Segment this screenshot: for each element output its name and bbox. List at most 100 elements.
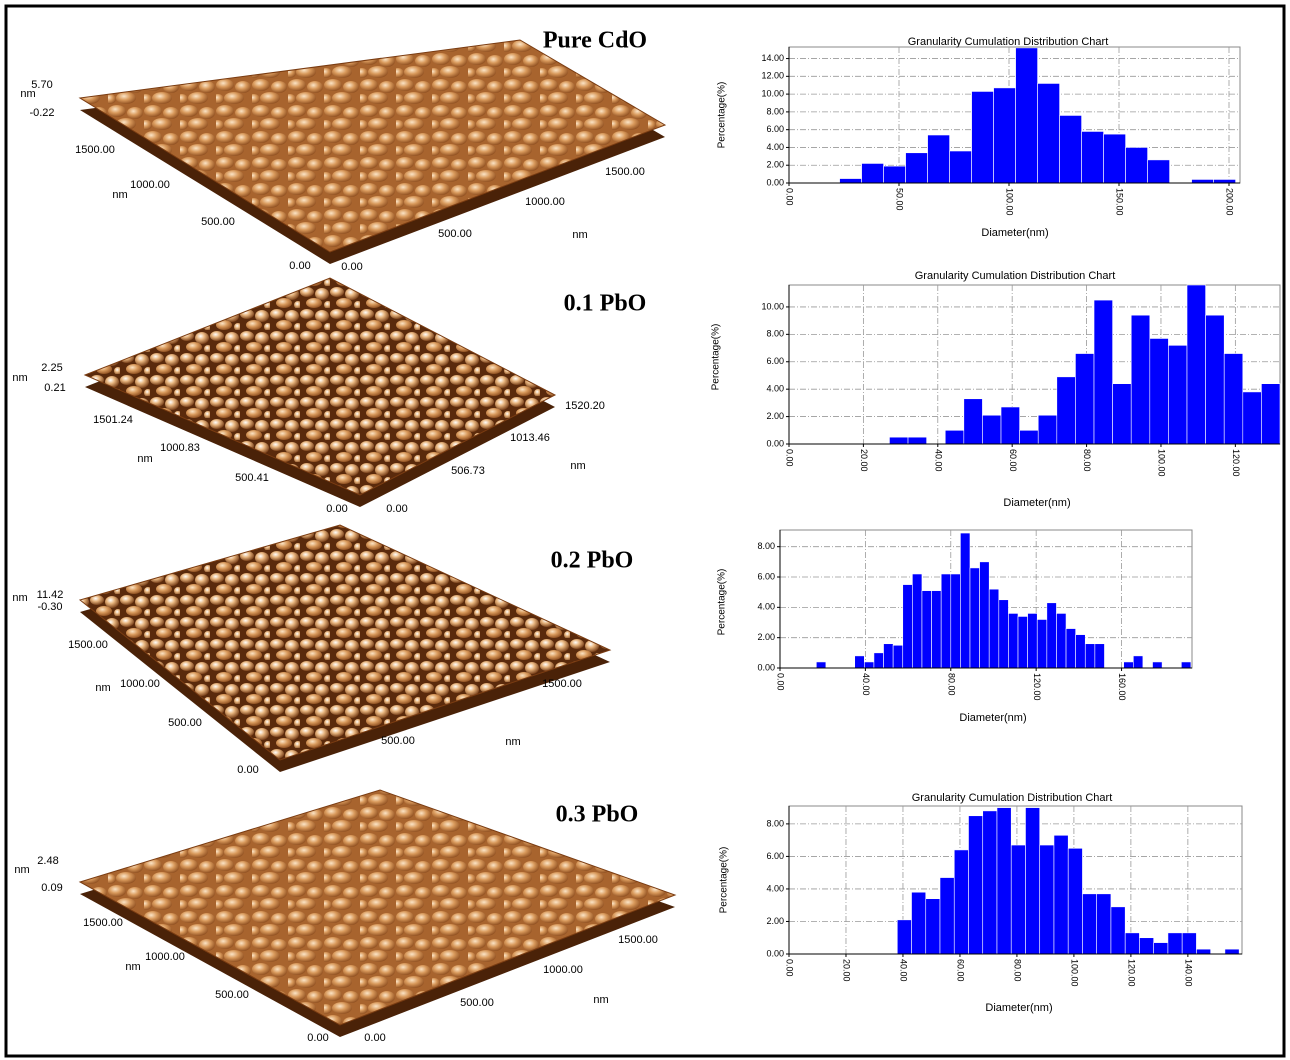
histogram-bar xyxy=(997,808,1011,954)
histogram-bar xyxy=(1028,613,1038,668)
histogram-bar xyxy=(970,568,980,668)
histogram-bar xyxy=(855,656,865,668)
histogram-bar xyxy=(1187,285,1206,444)
histogram-bar xyxy=(922,591,932,668)
afm-depth-label: 500.00 xyxy=(168,717,202,729)
afm-depth-label: 500.00 xyxy=(201,216,235,228)
x-tick-label: 40.00 xyxy=(899,959,909,982)
y-tick-label: 0.00 xyxy=(766,438,784,448)
figure: Pure CdO5.70-0.22nm1500.001000.00500.000… xyxy=(0,0,1290,1060)
histogram-bar xyxy=(1243,392,1262,444)
histogram-bar xyxy=(903,585,913,668)
y-tick-label: 10.00 xyxy=(761,301,784,311)
histogram-bar xyxy=(1133,656,1143,668)
afm-depth-label: 1500.00 xyxy=(68,639,108,651)
histogram-bar xyxy=(1068,848,1082,954)
x-tick-label: 20.00 xyxy=(842,959,852,982)
histogram-bar xyxy=(1139,938,1153,954)
x-tick-label: 120.00 xyxy=(1127,959,1137,987)
histogram-bar xyxy=(1224,354,1243,444)
afm-depth-unit: nm xyxy=(95,682,110,694)
y-tick-label: 8.00 xyxy=(766,106,784,116)
histogram-bar xyxy=(1182,933,1196,954)
histogram-bar xyxy=(864,662,874,668)
histogram-bar xyxy=(1057,377,1076,444)
afm-width-unit: nm xyxy=(572,229,587,241)
histogram-bar xyxy=(906,153,928,183)
histogram-bar xyxy=(912,892,926,954)
afm-z-unit: nm xyxy=(12,592,27,604)
histogram-bar xyxy=(1037,619,1047,668)
afm-depth-label: 1500.00 xyxy=(83,917,123,929)
x-tick-label: 80.00 xyxy=(1082,449,1092,472)
afm-width-unit: nm xyxy=(505,736,520,748)
histogram-bar xyxy=(926,899,940,954)
x-tick-label: 20.00 xyxy=(859,449,869,472)
x-axis-label: Diameter(nm) xyxy=(981,227,1048,239)
x-tick-label: 80.00 xyxy=(946,673,956,696)
x-axis-label: Diameter(nm) xyxy=(985,1002,1052,1014)
histogram-bar xyxy=(1008,613,1018,668)
afm-width-label: 506.73 xyxy=(451,465,485,477)
histogram-bar xyxy=(1181,662,1191,668)
histogram-bar xyxy=(1124,662,1134,668)
afm-depth-unit: nm xyxy=(125,961,140,973)
histogram-bar xyxy=(982,415,1001,444)
histogram-bar xyxy=(1261,384,1280,444)
afm-width-label: 500.00 xyxy=(460,997,494,1009)
histogram-bar xyxy=(928,135,950,183)
x-tick-label: 0.00 xyxy=(785,959,795,977)
afm-depth-label: 500.00 xyxy=(215,989,249,1001)
y-tick-label: 12.00 xyxy=(761,71,784,81)
histogram-bar xyxy=(1082,894,1096,954)
histogram-bar xyxy=(1214,179,1236,183)
afm-width-label: 1013.46 xyxy=(510,432,550,444)
histogram-bar xyxy=(1113,384,1132,444)
x-tick-label: 60.00 xyxy=(1008,449,1018,472)
afm-width-label: 0.00 xyxy=(364,1032,385,1044)
x-tick-label: 100.00 xyxy=(1005,188,1015,216)
y-tick-label: 4.00 xyxy=(766,883,784,893)
afm-z-label: 2.48 xyxy=(37,855,58,867)
afm-z-unit: nm xyxy=(12,372,27,384)
histogram-bar xyxy=(1148,160,1170,183)
afm-width-label: 0.00 xyxy=(386,503,407,515)
histogram-bar xyxy=(968,816,982,954)
afm-title: 0.3 PbO xyxy=(556,802,639,828)
histogram-bar xyxy=(1001,407,1020,444)
y-tick-label: 4.00 xyxy=(757,602,775,612)
afm-width-label: 500.00 xyxy=(438,228,472,240)
histogram-bar xyxy=(940,878,954,954)
x-tick-label: 120.00 xyxy=(1032,673,1042,701)
histogram-bar xyxy=(1054,835,1068,954)
afm-z-label: 11.42 xyxy=(37,589,64,601)
histogram-bar xyxy=(1076,635,1086,668)
histogram-bar xyxy=(1192,179,1214,183)
y-axis-label: Percentage(%) xyxy=(719,847,730,914)
x-axis-label: Diameter(nm) xyxy=(959,712,1026,724)
afm-depth-unit: nm xyxy=(112,189,127,201)
y-tick-label: 6.00 xyxy=(766,851,784,861)
afm-width-unit: nm xyxy=(570,460,585,472)
histogram-bar xyxy=(1047,603,1057,668)
histogram-bar xyxy=(862,163,884,183)
afm-title: Pure CdO xyxy=(543,28,647,54)
y-tick-label: 2.00 xyxy=(766,160,784,170)
histogram-bar xyxy=(1075,354,1094,444)
afm-z-unit: nm xyxy=(20,88,35,100)
y-axis-label: Percentage(%) xyxy=(711,324,722,391)
afm-width-label: 1500.00 xyxy=(618,934,658,946)
histogram-bar xyxy=(1196,949,1210,954)
afm-depth-label: 1500.00 xyxy=(75,144,115,156)
histogram-bar xyxy=(840,179,862,183)
afm-depth-label: 0.00 xyxy=(289,260,310,272)
afm-z-label: 0.09 xyxy=(41,882,62,894)
histogram-bar xyxy=(1016,48,1038,183)
x-tick-label: 140.00 xyxy=(1183,959,1193,987)
histogram-bar xyxy=(1060,115,1082,183)
histogram-bar xyxy=(941,574,951,668)
x-tick-label: 160.00 xyxy=(1117,673,1127,701)
afm-depth-label: 1501.24 xyxy=(93,414,133,426)
histogram-bar xyxy=(945,430,964,444)
histogram-bar xyxy=(1126,147,1148,183)
